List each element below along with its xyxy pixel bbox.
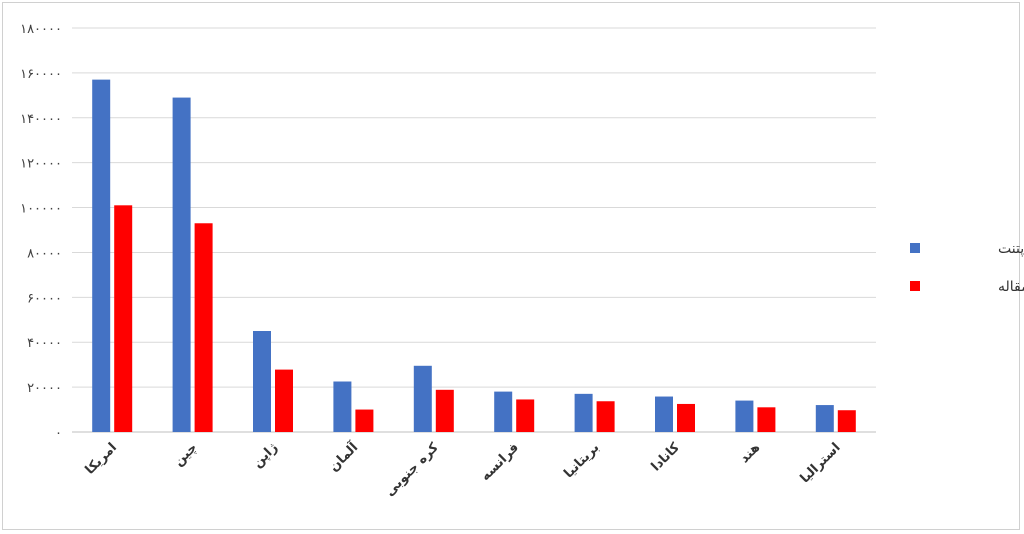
bar-patents: [172, 97, 191, 433]
x-category-label: فرانسه: [478, 440, 522, 484]
bar-patents: [494, 391, 513, 432]
x-category-label: امریکا: [83, 440, 120, 477]
bar-articles: [275, 369, 293, 432]
x-category-label: چین: [171, 440, 200, 469]
bar-patents: [413, 365, 432, 432]
x-category-label: کره جنوبی: [382, 440, 442, 500]
bar-articles: [757, 407, 776, 432]
bar-patents: [253, 331, 271, 432]
y-tick-label: ۱۴۰۰۰۰: [20, 112, 62, 127]
x-category-label: بریتانیا: [561, 440, 602, 481]
bar-patents: [815, 405, 834, 432]
bar-articles: [355, 409, 374, 432]
x-axis-labels: امریکا چین ژاپن آلمان کره جنوبی فرانسه بریتانی…: [83, 438, 844, 499]
legend-label: تعداد پتنت: [998, 241, 1024, 257]
y-tick-label: ۱۶۰۰۰۰: [20, 67, 62, 82]
y-tick-label: ۱۰۰۰۰۰: [20, 202, 62, 217]
y-tick-label: ۱۲۰۰۰۰: [20, 157, 62, 172]
x-category-label: آلمان: [325, 438, 361, 474]
bar-patents: [574, 393, 593, 432]
bar-articles: [837, 410, 856, 432]
y-tick-label: ۸۰۰۰۰: [27, 246, 62, 261]
x-category-label: ژاپن: [250, 440, 281, 471]
bar-articles: [516, 399, 535, 432]
legend-swatch: [910, 243, 920, 253]
y-tick-label: ۱۸۰۰۰۰: [20, 22, 62, 37]
bar-articles: [677, 403, 695, 432]
y-tick-label: ۲۰۰۰۰: [27, 381, 62, 396]
bars: [92, 79, 856, 433]
bar-articles: [194, 223, 213, 432]
legend: تعداد پتنت تعداد مقاله: [910, 241, 1024, 295]
bar-patents: [333, 381, 352, 432]
gridlines: [72, 27, 876, 433]
y-tick-label: ۰: [55, 426, 62, 441]
bar-articles: [114, 205, 133, 432]
x-category-label: استرالیا: [798, 440, 844, 486]
y-tick-label: ۶۰۰۰۰: [27, 291, 62, 306]
x-category-label: کانادا: [649, 440, 683, 474]
bar-articles: [435, 389, 454, 432]
bar-patents: [655, 396, 673, 432]
y-tick-label: ۴۰۰۰۰: [27, 336, 62, 351]
x-category-label: هند: [737, 440, 763, 466]
legend-label: تعداد مقاله: [998, 279, 1024, 295]
y-axis-ticks: ۰ ۲۰۰۰۰ ۴۰۰۰۰ ۶۰۰۰۰ ۸۰۰۰۰ ۱۰۰۰۰۰ ۱۲۰۰۰۰ ۱۴۰۰۰۰ ۱…: [20, 22, 62, 441]
bar-patents: [92, 79, 111, 432]
bar-patents: [735, 400, 754, 432]
legend-swatch: [910, 281, 920, 291]
bar-articles: [596, 401, 615, 432]
